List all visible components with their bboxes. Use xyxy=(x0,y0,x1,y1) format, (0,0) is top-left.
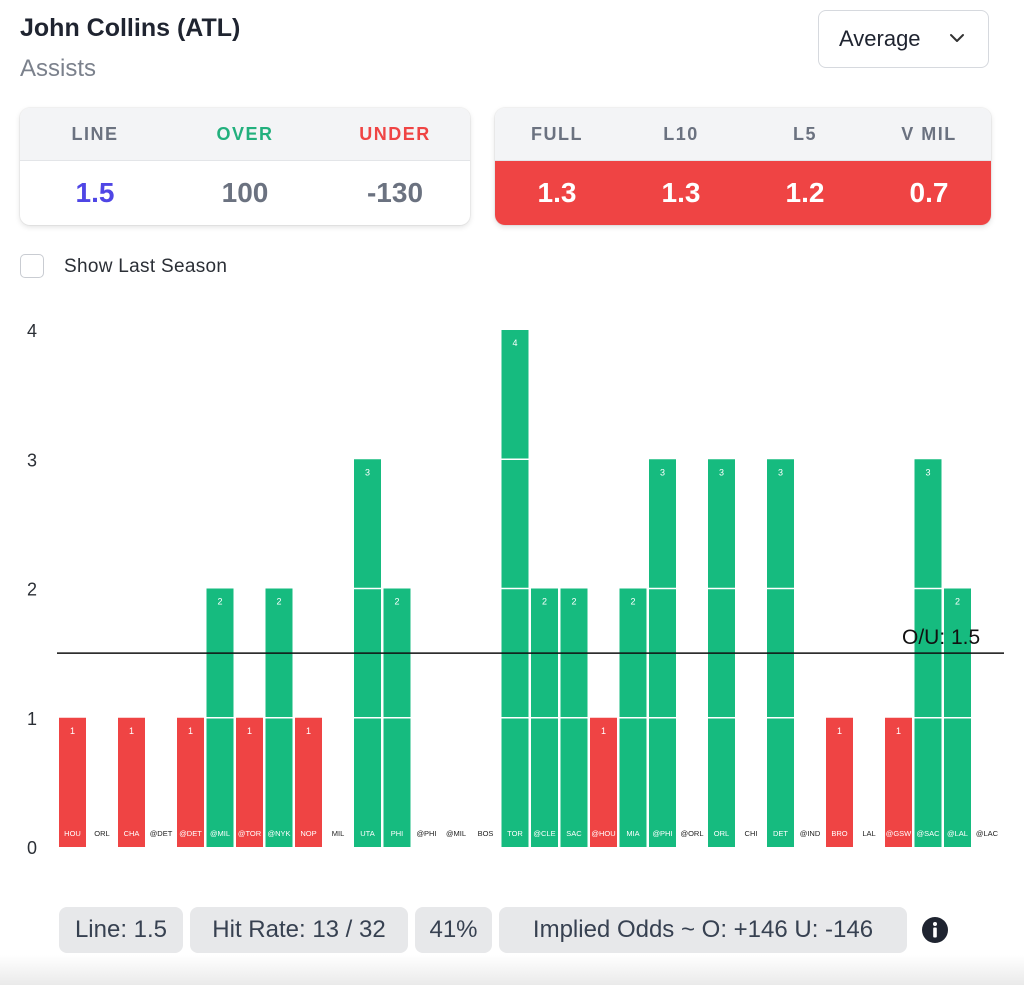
bar-value-label: 1 xyxy=(247,726,252,736)
bar-value-label: 3 xyxy=(365,467,370,477)
category-label: CHA xyxy=(124,829,140,838)
category-label: @DET xyxy=(150,829,173,838)
category-label: @NYK xyxy=(267,829,290,838)
implied-odds-pill: Implied Odds ~ O: +146 U: -146 xyxy=(499,907,907,953)
info-icon[interactable] xyxy=(920,915,950,945)
category-label: SAC xyxy=(566,829,582,838)
vs-opponent-header: V MIL xyxy=(901,123,957,144)
bar xyxy=(885,717,912,847)
average-dropdown[interactable]: Average xyxy=(818,10,989,68)
category-label: MIA xyxy=(626,829,639,838)
hit-rate-pill: Hit Rate: 13 / 32 xyxy=(190,907,408,953)
line-header: LINE xyxy=(71,123,119,144)
bar-value-label: 1 xyxy=(188,726,193,736)
bar-value-label: 1 xyxy=(601,726,606,736)
stat-subtitle: Assists xyxy=(20,55,97,82)
vs-opponent-average-value: 0.7 xyxy=(909,177,949,208)
category-label: @MIL xyxy=(446,829,466,838)
category-label: @MIL xyxy=(210,829,230,838)
bottom-fade xyxy=(0,955,1024,985)
y-tick-label: 2 xyxy=(27,580,37,600)
y-tick-label: 1 xyxy=(27,709,37,729)
bar-value-label: 2 xyxy=(276,597,281,607)
bar xyxy=(177,717,204,847)
under-header: UNDER xyxy=(359,123,431,144)
over-odds-value: 100 xyxy=(221,177,269,208)
show-last-season-label: Show Last Season xyxy=(64,256,228,277)
bar-value-label: 1 xyxy=(306,726,311,736)
bar-value-label: 2 xyxy=(630,597,635,607)
bar-value-label: 3 xyxy=(719,467,724,477)
l5-header: L5 xyxy=(792,123,817,144)
category-label: PHI xyxy=(391,829,404,838)
category-label: @ORL xyxy=(680,829,703,838)
category-label: @LAL xyxy=(947,829,968,838)
l10-average-value: 1.3 xyxy=(661,177,701,208)
bar xyxy=(59,717,86,847)
chevron-down-icon xyxy=(950,34,964,42)
show-last-season-checkbox[interactable] xyxy=(20,254,44,278)
bar-value-label: 3 xyxy=(925,467,930,477)
dropdown-value: Average xyxy=(839,26,921,51)
category-label: @DET xyxy=(179,829,202,838)
bar-value-label: 3 xyxy=(778,467,783,477)
under-odds-value: -130 xyxy=(366,177,424,208)
bar-value-label: 2 xyxy=(955,597,960,607)
category-label: @PHI xyxy=(416,829,436,838)
hit-percent-pill: 41% xyxy=(415,907,492,953)
category-label: @HOU xyxy=(591,829,615,838)
bar-value-label: 2 xyxy=(394,597,399,607)
bar xyxy=(118,717,145,847)
y-tick-label: 3 xyxy=(27,450,37,470)
bar-value-label: 1 xyxy=(837,726,842,736)
bar-value-label: 1 xyxy=(896,726,901,736)
category-label: @CLE xyxy=(533,829,555,838)
assists-bar-chart: 0 1 2 3 4 1 HOU ORL 1 CHA @DET 1 @DET 2 @MIL 1 @TOR 2 @NYK… xyxy=(27,321,1004,858)
bar-value-label: 1 xyxy=(129,726,134,736)
category-label: @GSW xyxy=(886,829,912,838)
bar-value-label: 2 xyxy=(571,597,576,607)
category-label: BRO xyxy=(831,829,847,838)
category-label: UTA xyxy=(360,829,374,838)
category-label: @LAC xyxy=(976,829,999,838)
bar-value-label: 2 xyxy=(542,597,547,607)
y-tick-label: 0 xyxy=(27,838,37,858)
category-label: @IND xyxy=(800,829,821,838)
category-label: @SAC xyxy=(916,829,940,838)
bar-value-label: 4 xyxy=(512,338,517,348)
bar-value-label: 1 xyxy=(70,726,75,736)
category-label: LAL xyxy=(862,829,875,838)
averages-card: FULL L10 L5 V MIL 1.3 1.3 1.2 0.7 xyxy=(495,108,991,225)
category-label: ORL xyxy=(94,829,109,838)
category-label: @PHI xyxy=(652,829,672,838)
l10-header: L10 xyxy=(663,123,699,144)
full-header: FULL xyxy=(531,123,583,144)
bar-value-label: 2 xyxy=(217,597,222,607)
line-pill: Line: 1.5 xyxy=(59,907,183,953)
over-header: OVER xyxy=(216,123,274,144)
bar xyxy=(590,717,617,847)
player-title: John Collins (ATL) xyxy=(20,14,241,42)
full-average-value: 1.3 xyxy=(537,177,577,208)
category-label: @TOR xyxy=(238,829,262,838)
category-label: HOU xyxy=(64,829,81,838)
l5-average-value: 1.2 xyxy=(785,177,825,208)
category-label: BOS xyxy=(478,829,494,838)
line-value: 1.5 xyxy=(75,177,115,208)
bar xyxy=(826,717,853,847)
category-label: TOR xyxy=(507,829,523,838)
category-label: CHI xyxy=(745,829,758,838)
category-label: ORL xyxy=(714,829,729,838)
y-tick-label: 4 xyxy=(27,321,37,341)
category-label: DET xyxy=(773,829,788,838)
bar-value-label: 3 xyxy=(660,467,665,477)
bar xyxy=(236,717,263,847)
category-label: NOP xyxy=(300,829,316,838)
line-odds-card: LINE OVER UNDER 1.5 100 -130 xyxy=(20,108,470,225)
bar xyxy=(295,717,322,847)
over-under-label: O/U: 1.5 xyxy=(902,626,980,649)
category-label: MIL xyxy=(332,829,345,838)
